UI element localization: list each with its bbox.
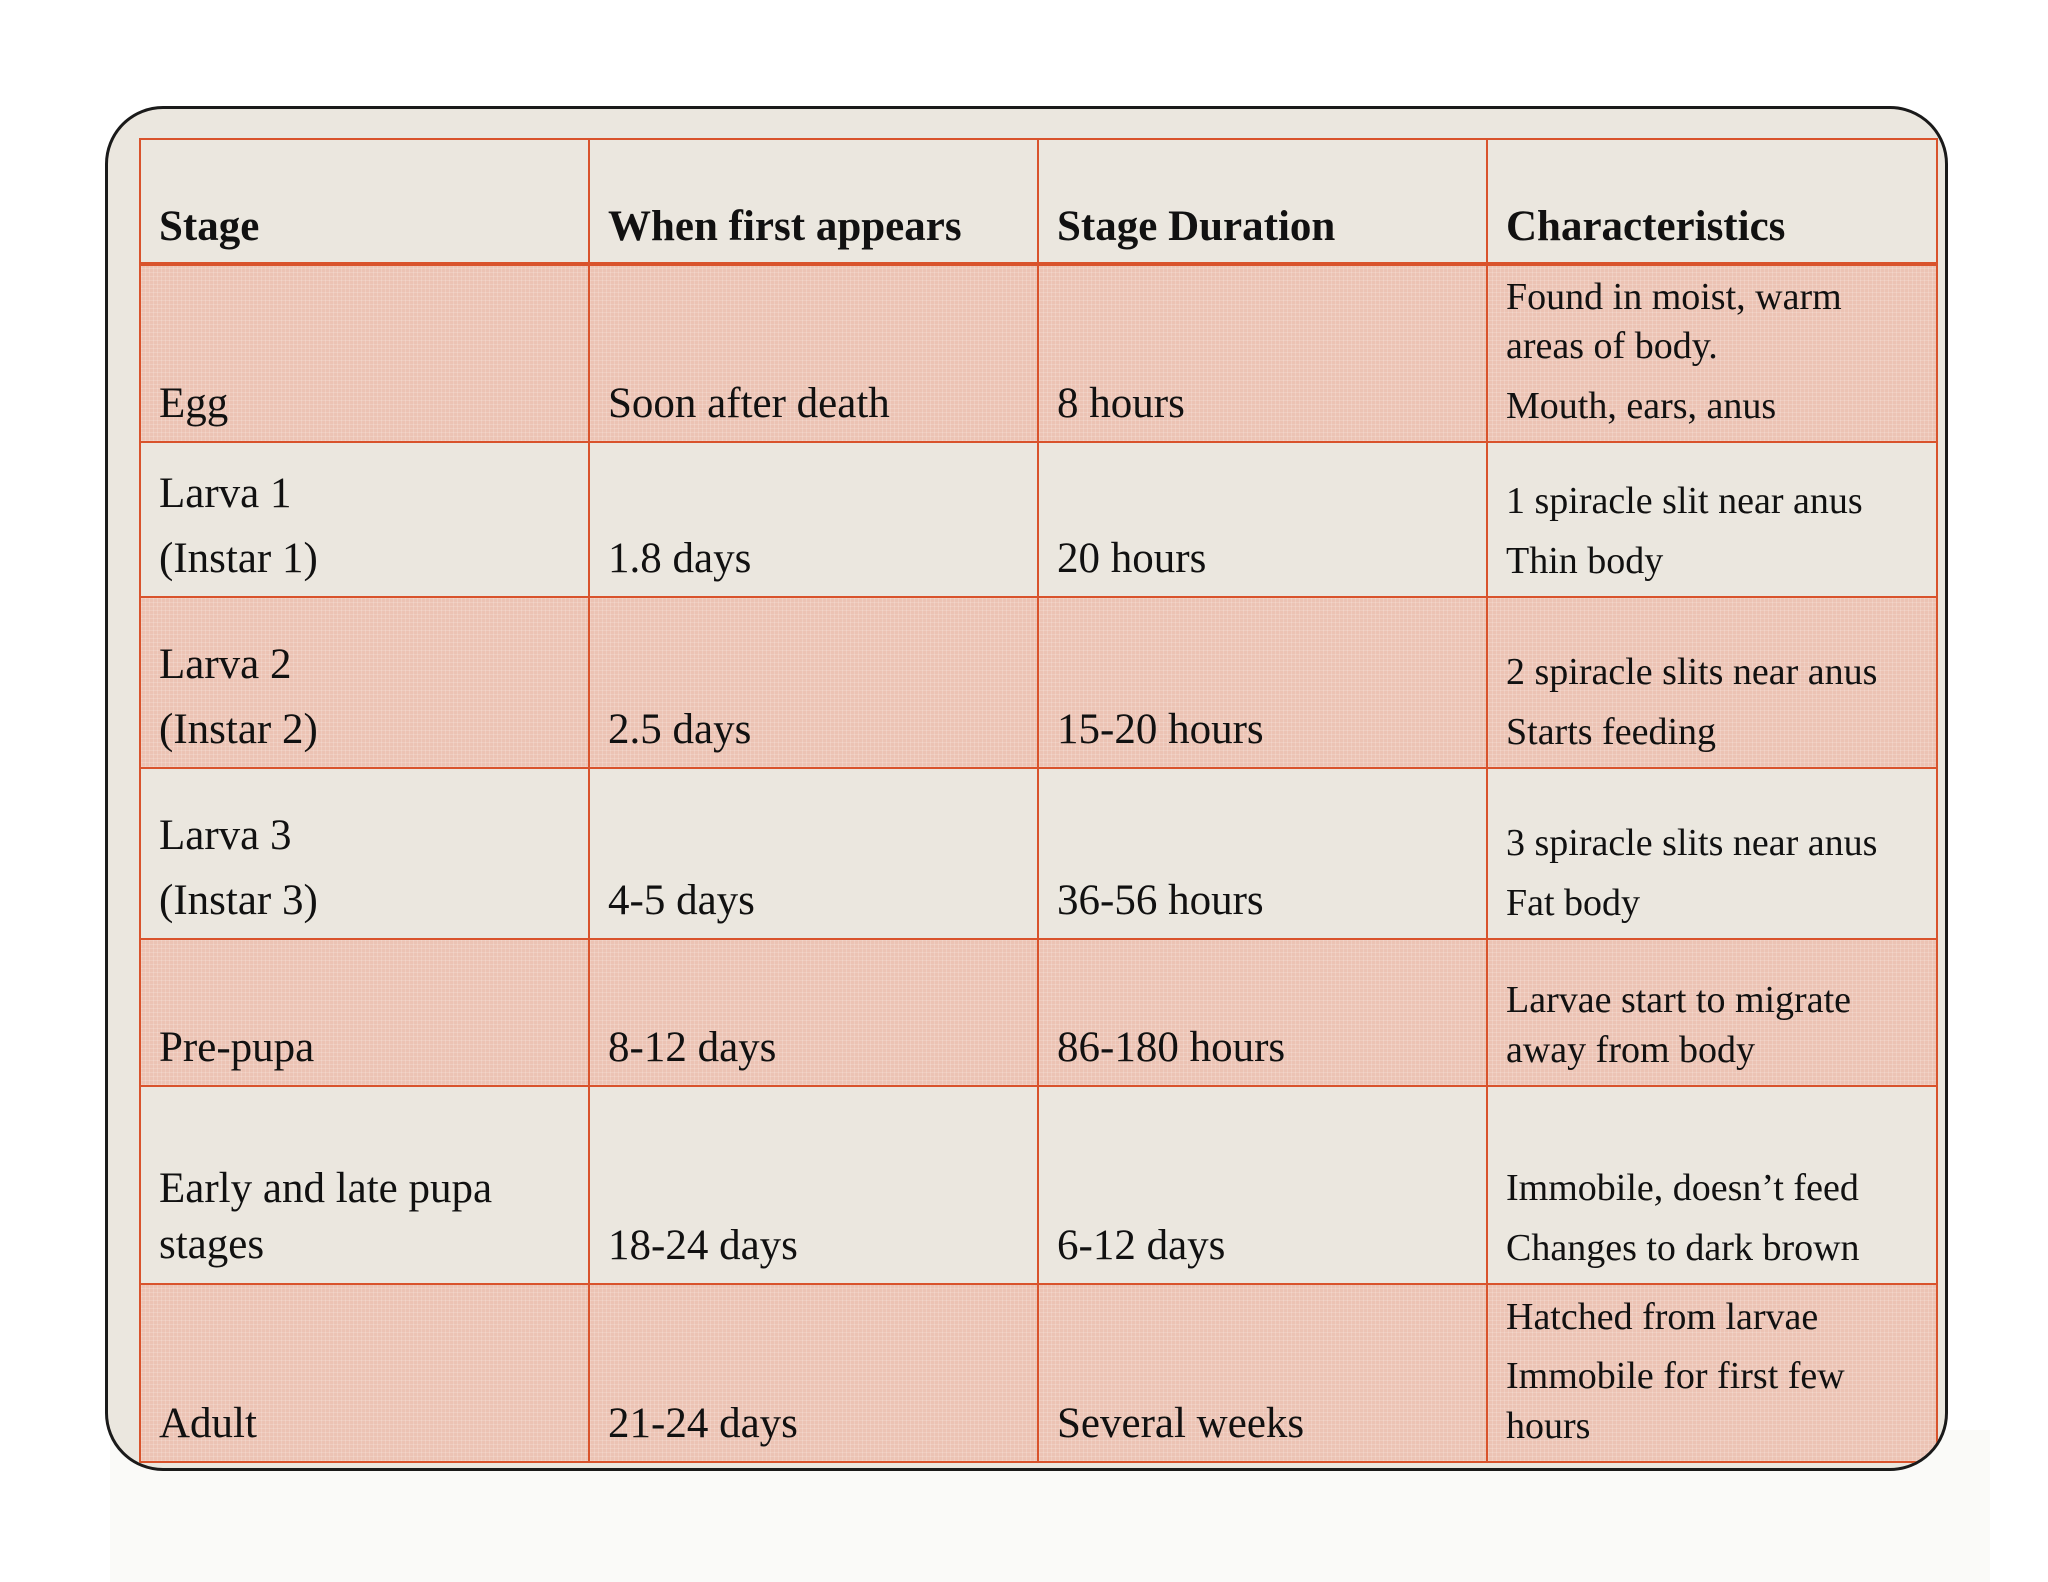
characteristic-line: Hatched from larvae (1506, 1295, 1819, 1338)
stage-name: Larva 2 (159, 640, 292, 688)
stage-name: Larva 1 (159, 469, 292, 517)
header-row: Stage When first appears Stage Duration … (139, 138, 1938, 266)
table-row: Larva 2 (Instar 2) 2.5 days 15-20 hours … (139, 596, 1938, 769)
characteristics-cell: 3 spiracle slits near anus Fat body (1486, 767, 1938, 940)
first-appears-cell: 2.5 days (588, 596, 1039, 769)
first-appears-cell: Soon after death (588, 263, 1039, 443)
stage-name: Egg (159, 379, 229, 427)
duration-cell: 86-180 hours (1037, 938, 1488, 1087)
stage-name: Early and late pupa (159, 1165, 493, 1213)
first-appears-cell: 18-24 days (588, 1085, 1039, 1285)
stage-subname: stages (159, 1221, 265, 1269)
characteristic-line: areas of body. (1506, 325, 1718, 368)
characteristics-cell: Immobile, doesn’t feed Changes to dark b… (1486, 1085, 1938, 1285)
first-appears-cell: 4-5 days (588, 767, 1039, 940)
table-row: Larva 3 (Instar 3) 4-5 days 36-56 hours … (139, 767, 1938, 940)
characteristic-line: Changes to dark brown (1506, 1226, 1860, 1269)
stage-subname: (Instar 3) (159, 876, 318, 924)
header-characteristics: Characteristics (1486, 138, 1938, 266)
duration-cell: 36-56 hours (1037, 767, 1488, 940)
first-appears-cell: 1.8 days (588, 441, 1039, 598)
characteristic-line: 2 spiracle slits near anus (1506, 651, 1878, 694)
table-row: Egg Soon after death 8 hours Found in mo… (139, 263, 1938, 443)
stage-cell: Early and late pupa stages (139, 1085, 590, 1285)
duration-cell: 6-12 days (1037, 1085, 1488, 1285)
first-appears-cell: 21-24 days (588, 1283, 1039, 1463)
table-row: Pre-pupa 8-12 days 86-180 hours Larvae s… (139, 938, 1938, 1087)
duration-cell: 15-20 hours (1037, 596, 1488, 769)
stage-subname: (Instar 2) (159, 705, 318, 753)
duration-cell: Several weeks (1037, 1283, 1488, 1463)
characteristic-line: Fat body (1506, 881, 1641, 924)
characteristic-line: Found in moist, warm (1506, 275, 1842, 318)
stage-name: Adult (159, 1399, 257, 1447)
characteristic-line: Immobile, doesn’t feed (1506, 1167, 1859, 1210)
stage-cell: Larva 2 (Instar 2) (139, 596, 590, 769)
duration-cell: 8 hours (1037, 263, 1488, 443)
header-stage: Stage (139, 138, 590, 266)
stage-cell: Larva 1 (Instar 1) (139, 441, 590, 598)
table-card: Stage When first appears Stage Duration … (105, 106, 1948, 1471)
stage-cell: Egg (139, 263, 590, 443)
first-appears-cell: 8-12 days (588, 938, 1039, 1087)
stage-cell: Pre-pupa (139, 938, 590, 1087)
characteristic-line: hours (1506, 1404, 1591, 1447)
characteristics-cell: Larvae start to migrate away from body (1486, 938, 1938, 1087)
characteristics-cell: 1 spiracle slit near anus Thin body (1486, 441, 1938, 598)
stage-subname: (Instar 1) (159, 534, 318, 582)
characteristic-line: Thin body (1506, 539, 1664, 582)
stage-name: Larva 3 (159, 811, 292, 859)
table-row: Early and late pupa stages 18-24 days 6-… (139, 1085, 1938, 1285)
characteristic-line: Mouth, ears, anus (1506, 384, 1777, 427)
table-row: Adult 21-24 days Several weeks Hatched f… (139, 1283, 1938, 1463)
characteristic-line: Immobile for first few (1506, 1355, 1845, 1398)
characteristics-cell: Hatched from larvae Immobile for first f… (1486, 1283, 1938, 1463)
characteristic-line: 3 spiracle slits near anus (1506, 822, 1878, 865)
stage-cell: Larva 3 (Instar 3) (139, 767, 590, 940)
characteristics-cell: 2 spiracle slits near anus Starts feedin… (1486, 596, 1938, 769)
characteristic-line: Larvae start to migrate (1506, 979, 1852, 1022)
stage-cell: Adult (139, 1283, 590, 1463)
characteristics-cell: Found in moist, warm areas of body. Mout… (1486, 263, 1938, 443)
stage-name: Pre-pupa (159, 1023, 315, 1071)
duration-cell: 20 hours (1037, 441, 1488, 598)
characteristic-line: Starts feeding (1506, 710, 1717, 753)
header-when-first-appears: When first appears (588, 138, 1039, 266)
life-cycle-table: Stage When first appears Stage Duration … (139, 138, 1938, 1463)
table-row: Larva 1 (Instar 1) 1.8 days 20 hours 1 s… (139, 441, 1938, 598)
characteristic-line: away from body (1506, 1028, 1756, 1071)
characteristic-line: 1 spiracle slit near anus (1506, 480, 1863, 523)
header-stage-duration: Stage Duration (1037, 138, 1488, 266)
